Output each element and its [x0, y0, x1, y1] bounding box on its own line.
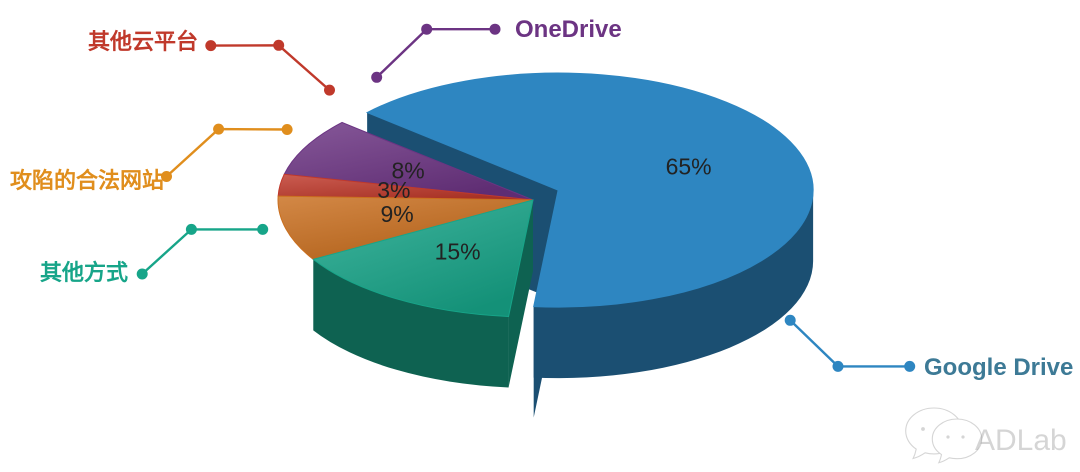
- svg-text:15%: 15%: [435, 238, 481, 264]
- svg-text:ADLab: ADLab: [975, 424, 1067, 457]
- svg-text:9%: 9%: [380, 201, 413, 227]
- svg-text:攻陷的合法网站: 攻陷的合法网站: [10, 168, 164, 193]
- svg-text:65%: 65%: [666, 154, 712, 180]
- svg-text:其他方式: 其他方式: [40, 260, 128, 285]
- svg-text:3%: 3%: [377, 177, 410, 203]
- svg-text:Google Drive: Google Drive: [924, 354, 1073, 381]
- svg-text:其他云平台: 其他云平台: [88, 29, 198, 54]
- svg-text:OneDrive: OneDrive: [515, 16, 622, 43]
